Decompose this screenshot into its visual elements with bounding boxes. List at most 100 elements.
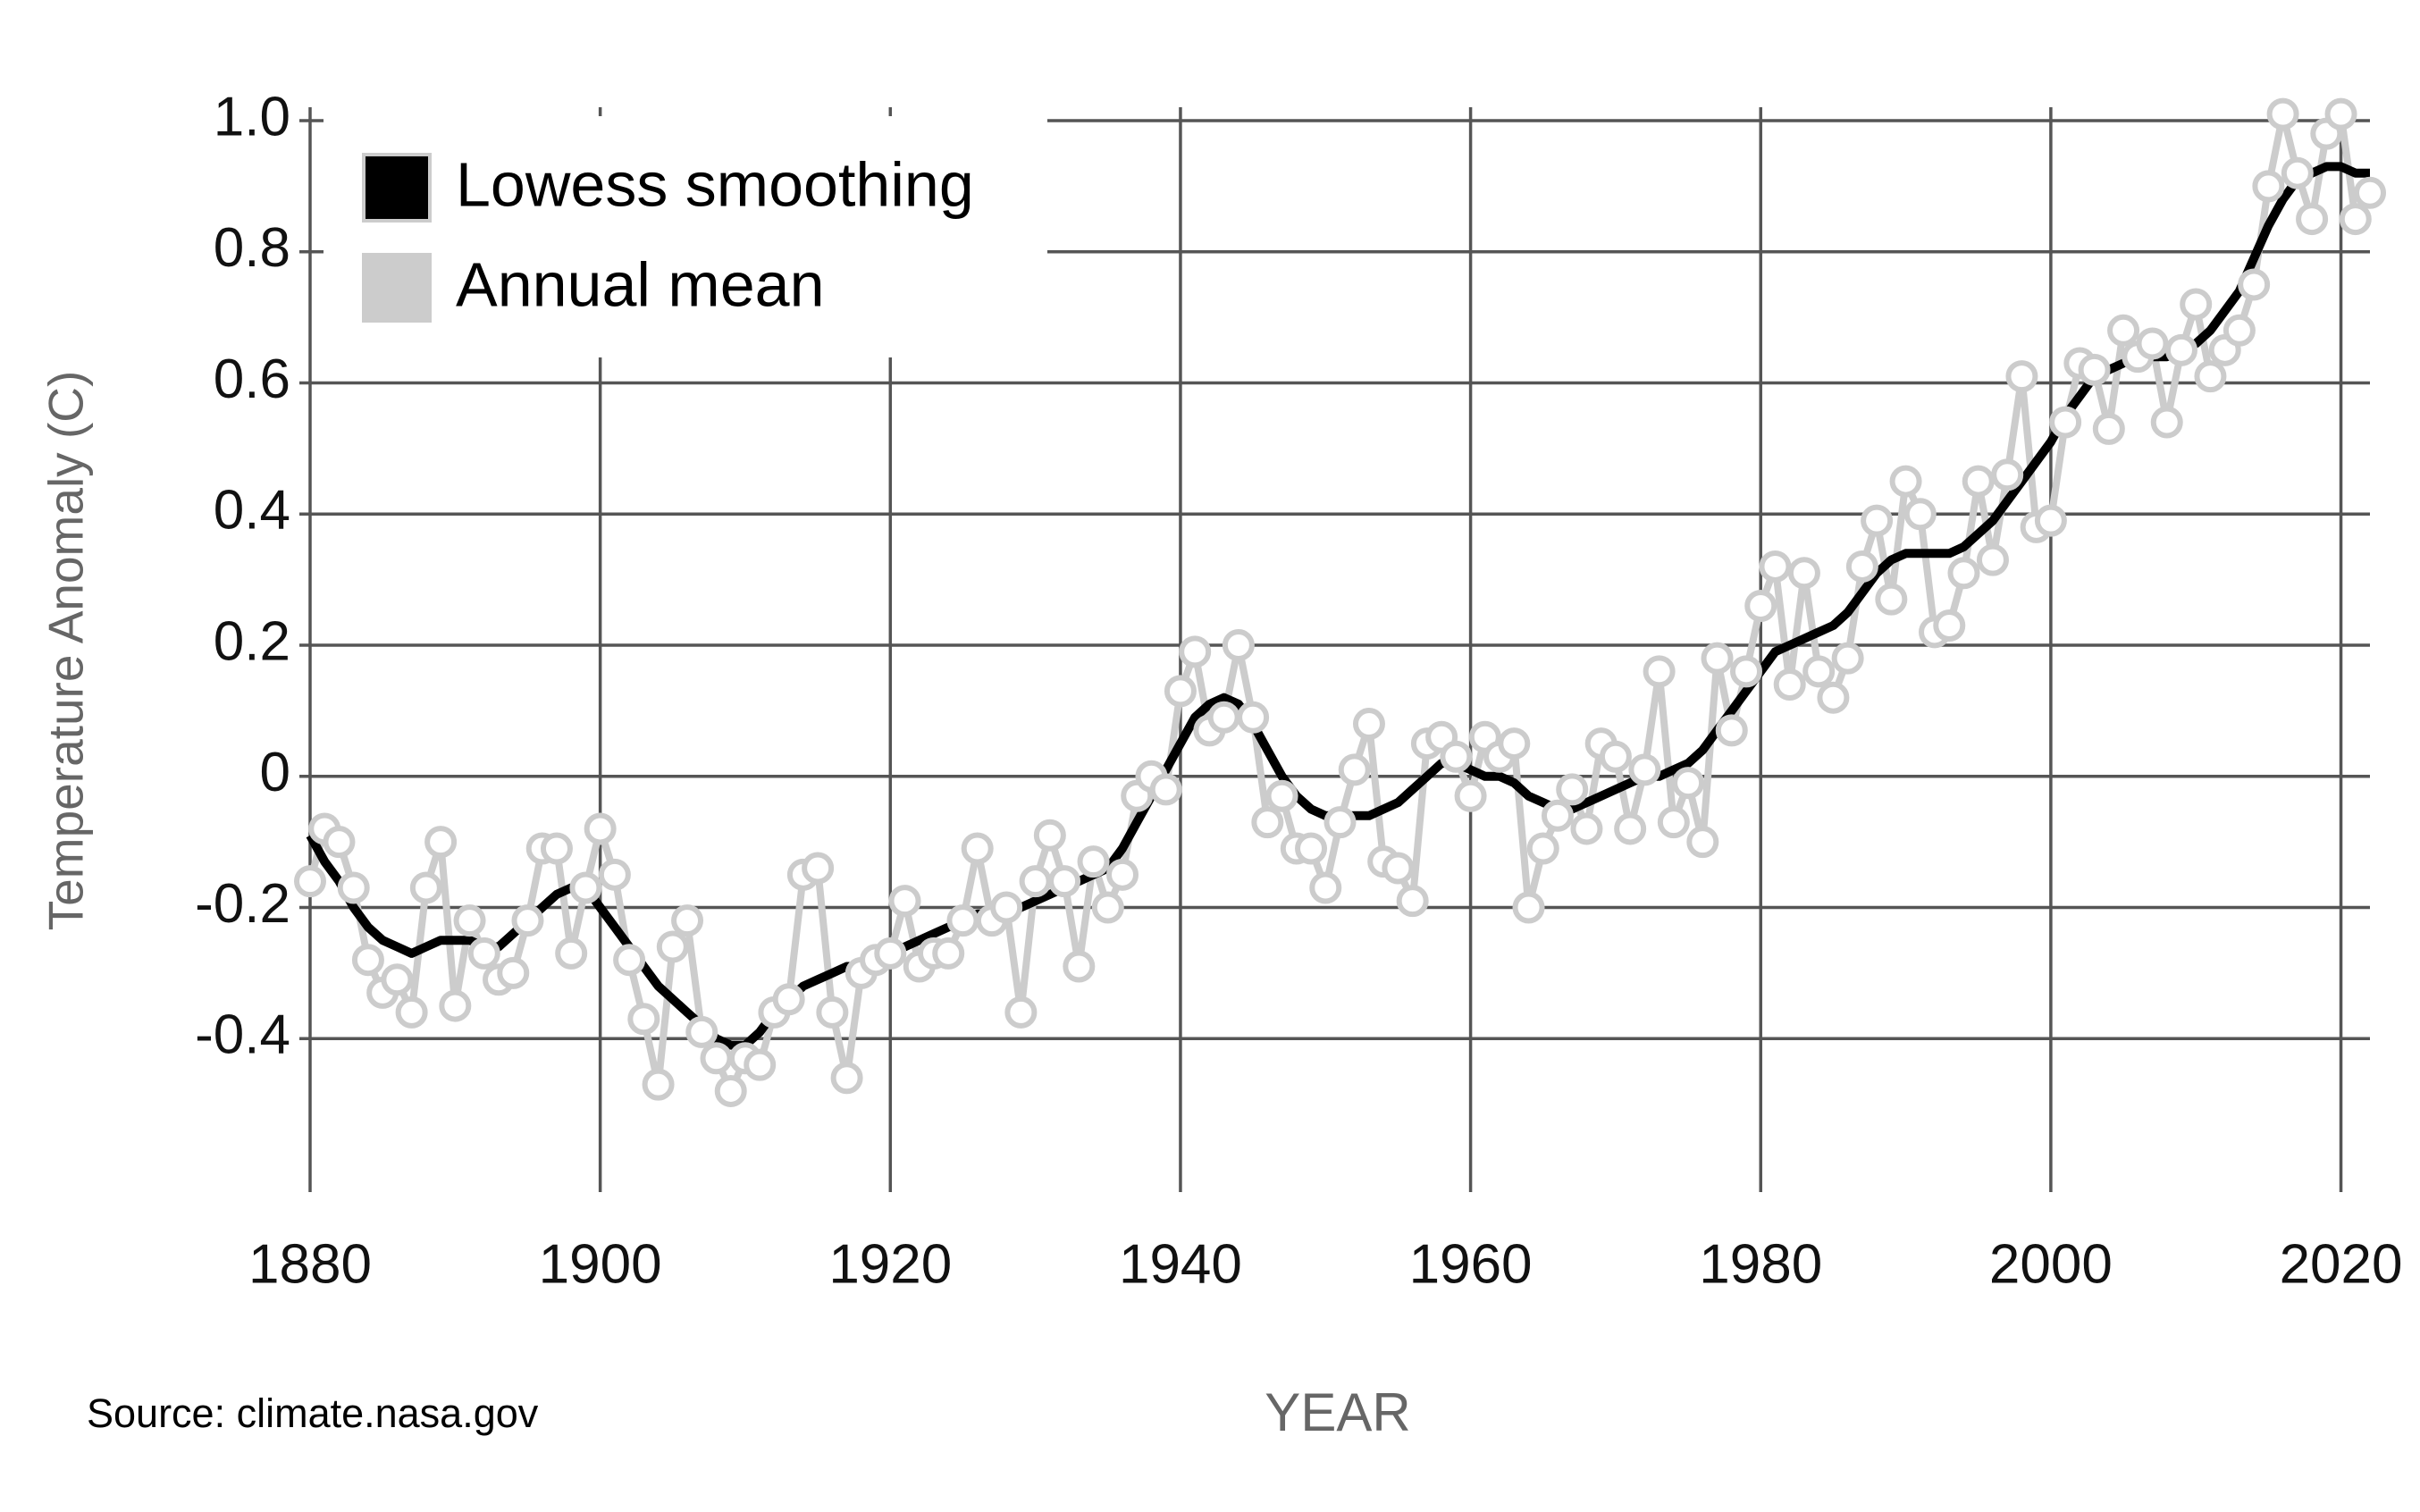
- point: [613, 944, 646, 977]
- point: [2180, 288, 2213, 321]
- point: [685, 1015, 718, 1048]
- point: [1454, 779, 1487, 812]
- point: [1701, 642, 1734, 675]
- point: [424, 826, 458, 859]
- point: [1498, 727, 1531, 760]
- point: [381, 963, 414, 996]
- point: [2107, 314, 2140, 347]
- point: [2164, 333, 2197, 366]
- point: [1744, 589, 1777, 622]
- point: [1962, 465, 1995, 498]
- point: [2296, 203, 2329, 236]
- point: [1295, 832, 1328, 865]
- point: [1845, 550, 1878, 583]
- x-tick-label: 2020: [2280, 1233, 2403, 1295]
- legend-swatch: [362, 253, 432, 323]
- point: [584, 812, 617, 845]
- point: [1207, 701, 1240, 734]
- point: [1903, 498, 1937, 531]
- legend-swatch: [362, 153, 432, 223]
- point: [294, 865, 326, 898]
- point: [1237, 701, 1270, 734]
- point: [802, 852, 835, 885]
- point: [1947, 557, 1980, 590]
- point: [2354, 176, 2386, 209]
- point: [1164, 675, 1197, 708]
- point: [1526, 832, 1559, 865]
- x-axis-label: YEAR: [1265, 1382, 1410, 1442]
- point: [1048, 865, 1081, 898]
- point: [700, 1042, 733, 1075]
- y-tick-label: 1.0: [214, 86, 290, 147]
- point: [1643, 655, 1676, 688]
- y-tick-label: 0.8: [214, 217, 290, 279]
- point: [511, 904, 544, 937]
- point: [642, 1068, 675, 1101]
- point: [2223, 314, 2256, 347]
- point: [1831, 642, 1864, 675]
- point: [1730, 655, 1763, 688]
- point: [1657, 806, 1690, 839]
- point: [816, 995, 849, 1029]
- y-tick-label: -0.2: [195, 873, 290, 935]
- point: [2136, 327, 2169, 360]
- point: [337, 871, 370, 904]
- point: [1541, 799, 1574, 832]
- point: [1063, 950, 1096, 983]
- point: [1338, 753, 1371, 786]
- point: [409, 871, 442, 904]
- point: [2034, 504, 2067, 537]
- point: [1251, 806, 1284, 839]
- legend-label: Lowess smoothing: [456, 149, 974, 219]
- point: [569, 871, 602, 904]
- x-tick-label: 1880: [248, 1233, 372, 1295]
- point: [627, 1003, 660, 1036]
- point: [1091, 891, 1124, 924]
- point: [2266, 97, 2299, 130]
- point: [598, 858, 631, 891]
- point: [2092, 412, 2125, 445]
- point: [323, 826, 356, 859]
- point: [888, 885, 921, 918]
- point: [1556, 773, 1589, 806]
- legend-label: Annual mean: [456, 249, 825, 319]
- point: [932, 937, 965, 970]
- point: [1352, 708, 1385, 741]
- point: [1976, 543, 2009, 576]
- y-tick-label: 0.2: [214, 610, 290, 672]
- point: [671, 904, 704, 937]
- point: [2324, 97, 2357, 130]
- point: [946, 904, 979, 937]
- x-tick-label: 2000: [1989, 1233, 2113, 1295]
- source: Source: climate.nasa.gov: [87, 1390, 539, 1436]
- x-tick-label: 1920: [828, 1233, 952, 1295]
- point: [1817, 681, 1850, 714]
- point: [1396, 885, 1429, 918]
- point: [1265, 779, 1298, 812]
- point: [395, 995, 428, 1029]
- point: [2339, 203, 2372, 236]
- point: [1382, 852, 1415, 885]
- point: [1033, 819, 1066, 852]
- point: [1019, 865, 1052, 898]
- y-tick-label: 0.6: [214, 349, 290, 410]
- point: [1222, 629, 1255, 661]
- point: [555, 937, 588, 970]
- y-tick-label: -0.4: [195, 1004, 290, 1066]
- point: [1759, 550, 1792, 583]
- point: [1875, 583, 1908, 616]
- point: [2150, 406, 2183, 439]
- point: [1628, 753, 1661, 786]
- point: [1179, 635, 1212, 668]
- point: [1715, 714, 1748, 747]
- point: [497, 956, 530, 989]
- point: [1323, 806, 1357, 839]
- point: [990, 891, 1023, 924]
- x-tick-label: 1960: [1409, 1233, 1533, 1295]
- point: [874, 937, 907, 970]
- point: [2238, 268, 2271, 301]
- point: [1106, 858, 1139, 891]
- point: [2005, 360, 2038, 393]
- x-tick-label: 1980: [1699, 1233, 1822, 1295]
